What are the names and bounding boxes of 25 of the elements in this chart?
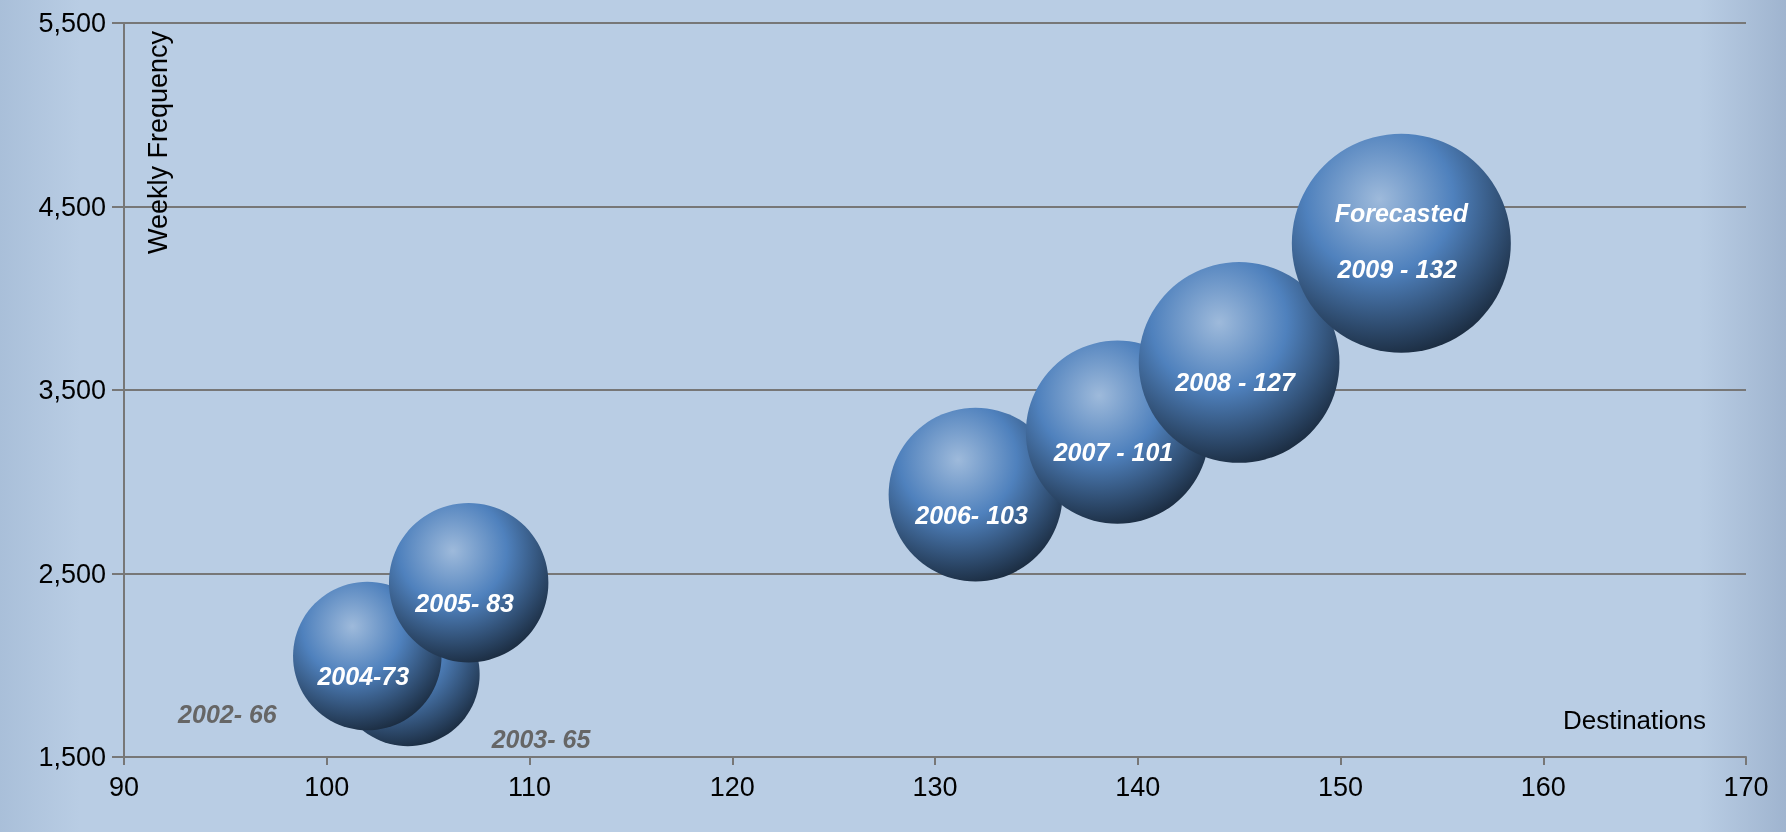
x-tick-label: 130 [912,771,958,802]
annotation: 2002- 66 [177,699,278,728]
y-tick-label: 4,500 [38,191,106,222]
x-tick-label: 90 [108,771,140,802]
y-tick-label: 1,500 [38,742,106,772]
x-tick-label: 120 [709,771,755,802]
annotation: Forecasted [1334,199,1469,228]
y-tick-label: 3,500 [38,375,106,405]
y-tick-label: 5,500 [38,8,106,38]
x-tick-label: 170 [1723,771,1769,802]
data-label: 2008 - 127 [1174,368,1296,397]
x-tick-label: 150 [1317,771,1364,802]
x-tick-label: 100 [304,771,350,802]
y-axis-title: Weekly Frequency [142,30,173,255]
y-tick-label: 2,500 [38,558,106,589]
x-tick-label: 140 [1115,771,1161,802]
data-label: 2009 - 132 [1336,255,1458,284]
data-label: 2005- 83 [414,588,515,617]
x-tick-label: 160 [1520,771,1566,802]
data-label: 2003- 65 [490,725,592,754]
x-tick-label: 110 [507,771,552,802]
x-axis-title: Destinations [1562,705,1706,735]
data-label: 2007 - 101 [1052,438,1174,467]
data-label: 2004-73 [316,662,410,691]
data-label: 2006- 103 [914,500,1028,529]
